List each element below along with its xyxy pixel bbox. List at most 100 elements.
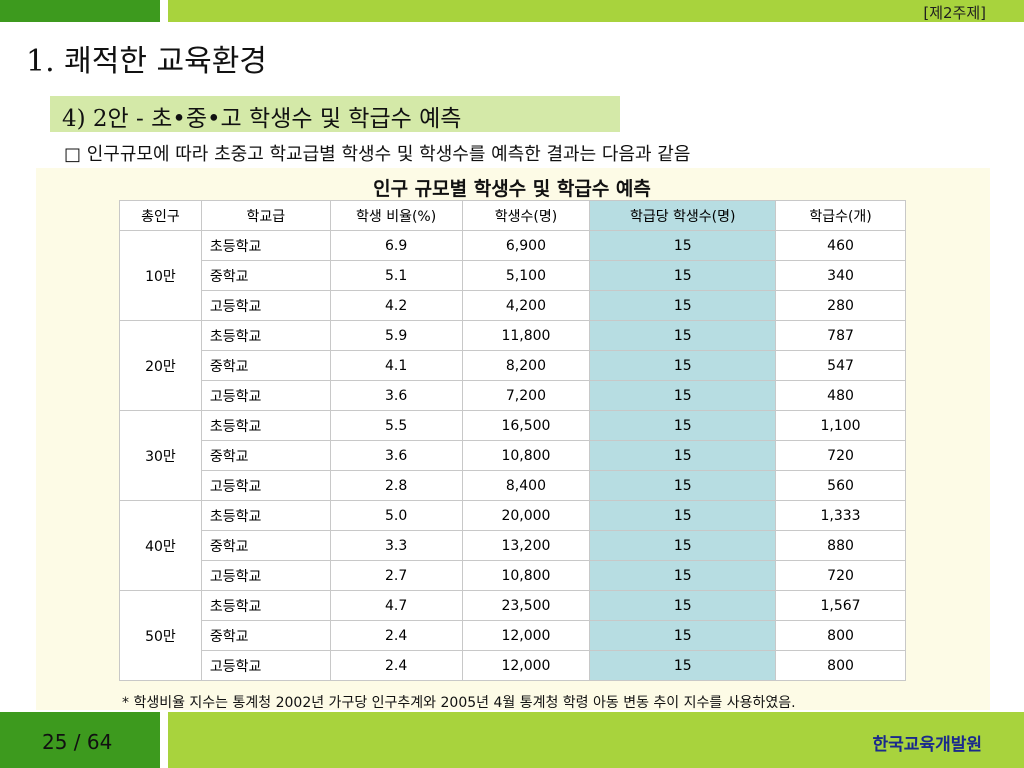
header-population: 총인구 — [119, 200, 202, 231]
forecast-table: 총인구 학교급 학생 비율(%) 학생수(명) 학급당 학생수(명) 학급수(개… — [119, 200, 906, 681]
section-tag: [제2주제] — [923, 4, 986, 22]
ratio-cell: 4.2 — [329, 290, 463, 321]
ratio-cell: 2.7 — [329, 560, 463, 591]
students-cell: 8,200 — [461, 350, 591, 381]
school-cell: 초등학교 — [200, 320, 331, 351]
population-cell: 10만 — [119, 230, 202, 321]
table-row: 고등학교 4.2 4,200 15 280 — [120, 290, 906, 321]
table-title: 인구 규모별 학생수 및 학급수 예측 — [373, 178, 651, 200]
school-cell: 초등학교 — [200, 500, 331, 531]
top-bar-dark — [0, 0, 160, 22]
per-class-cell: 15 — [589, 590, 777, 621]
table-row: 중학교 3.3 13,200 15 880 — [120, 530, 906, 561]
table-row: 30만 초등학교 5.5 16,500 15 1,100 — [119, 410, 906, 501]
table-row: 20만 초등학교 5.9 11,800 15 787 — [119, 320, 906, 411]
population-cell: 40만 — [119, 500, 202, 591]
ratio-cell: 4.7 — [329, 590, 463, 621]
per-class-cell: 15 — [589, 230, 777, 261]
classes-cell: 480 — [775, 380, 906, 411]
per-class-cell: 15 — [589, 410, 777, 441]
school-cell: 초등학교 — [200, 410, 331, 441]
school-cell: 중학교 — [200, 440, 331, 471]
students-cell: 6,900 — [461, 230, 591, 261]
organization-name: 한국교육개발원 — [872, 735, 982, 755]
per-class-cell: 15 — [589, 530, 777, 561]
classes-cell: 1,100 — [775, 410, 906, 441]
students-cell: 10,800 — [461, 440, 591, 471]
ratio-cell: 5.1 — [329, 260, 463, 291]
students-cell: 11,800 — [461, 320, 591, 351]
ratio-cell: 3.6 — [329, 440, 463, 471]
top-bar-light — [160, 0, 1024, 22]
classes-cell: 800 — [775, 620, 906, 651]
students-cell: 12,000 — [461, 620, 591, 651]
ratio-cell: 2.8 — [329, 470, 463, 501]
school-cell: 중학교 — [200, 260, 331, 291]
ratio-cell: 3.6 — [329, 380, 463, 411]
bottom-bar-dark — [0, 712, 160, 768]
ratio-cell: 2.4 — [329, 620, 463, 651]
per-class-cell: 15 — [589, 620, 777, 651]
header-students-per-class: 학급당 학생수(명) — [589, 200, 777, 231]
table-row: 중학교 2.4 12,000 15 800 — [120, 620, 906, 651]
per-class-cell: 15 — [589, 500, 777, 531]
school-cell: 고등학교 — [200, 470, 331, 501]
classes-cell: 460 — [775, 230, 906, 261]
table-row: 고등학교 2.4 12,000 15 800 — [120, 650, 906, 681]
school-cell: 고등학교 — [200, 650, 331, 681]
students-cell: 7,200 — [461, 380, 591, 411]
header-student-count: 학생수(명) — [461, 200, 591, 231]
population-cell: 30만 — [119, 410, 202, 501]
students-cell: 16,500 — [461, 410, 591, 441]
classes-cell: 787 — [775, 320, 906, 351]
school-cell: 초등학교 — [200, 230, 331, 261]
table-row: 10만 초등학교 6.9 6,900 15 460 — [119, 230, 906, 321]
header-student-ratio: 학생 비율(%) — [329, 200, 463, 231]
per-class-cell: 15 — [589, 350, 777, 381]
ratio-cell: 4.1 — [329, 350, 463, 381]
classes-cell: 280 — [775, 290, 906, 321]
students-cell: 12,000 — [461, 650, 591, 681]
students-cell: 13,200 — [461, 530, 591, 561]
table-row: 고등학교 3.6 7,200 15 480 — [120, 380, 906, 411]
ratio-cell: 5.9 — [329, 320, 463, 351]
students-cell: 8,400 — [461, 470, 591, 501]
classes-cell: 720 — [775, 560, 906, 591]
page-number: 25 / 64 — [42, 730, 113, 754]
students-cell: 5,100 — [461, 260, 591, 291]
classes-cell: 800 — [775, 650, 906, 681]
table-row: 중학교 3.6 10,800 15 720 — [120, 440, 906, 471]
ratio-cell: 6.9 — [329, 230, 463, 261]
school-cell: 중학교 — [200, 530, 331, 561]
per-class-cell: 15 — [589, 260, 777, 291]
classes-cell: 880 — [775, 530, 906, 561]
per-class-cell: 15 — [589, 380, 777, 411]
subtitle-background — [50, 96, 620, 132]
subtitle: 4) 2안 - 초•중•고 학생수 및 학급수 예측 — [62, 106, 462, 132]
table-row: 고등학교 2.8 8,400 15 560 — [120, 470, 906, 501]
ratio-cell: 5.0 — [329, 500, 463, 531]
ratio-cell: 5.5 — [329, 410, 463, 441]
students-cell: 4,200 — [461, 290, 591, 321]
students-cell: 20,000 — [461, 500, 591, 531]
per-class-cell: 15 — [589, 320, 777, 351]
per-class-cell: 15 — [589, 560, 777, 591]
header-school-level: 학교급 — [200, 200, 331, 231]
school-cell: 초등학교 — [200, 590, 331, 621]
top-bar-separator — [160, 0, 168, 22]
classes-cell: 547 — [775, 350, 906, 381]
population-cell: 50만 — [119, 590, 202, 681]
page-title: 1. 쾌적한 교육환경 — [26, 44, 267, 79]
per-class-cell: 15 — [589, 650, 777, 681]
table-row: 50만 초등학교 4.7 23,500 15 1,567 — [119, 590, 906, 681]
population-cell: 20만 — [119, 320, 202, 411]
per-class-cell: 15 — [589, 440, 777, 471]
bullet-text: □ 인구규모에 따라 초중고 학교급별 학생수 및 학생수를 예측한 결과는 다… — [64, 144, 691, 165]
per-class-cell: 15 — [589, 470, 777, 501]
table-header-row: 총인구 학교급 학생 비율(%) 학생수(명) 학급당 학생수(명) 학급수(개… — [119, 200, 906, 231]
classes-cell: 1,567 — [775, 590, 906, 621]
classes-cell: 340 — [775, 260, 906, 291]
footnote: * 학생비율 지수는 통계청 2002년 가구당 인구추계와 2005년 4월 … — [122, 695, 796, 711]
bottom-bar-light — [168, 712, 1024, 768]
ratio-cell: 2.4 — [329, 650, 463, 681]
